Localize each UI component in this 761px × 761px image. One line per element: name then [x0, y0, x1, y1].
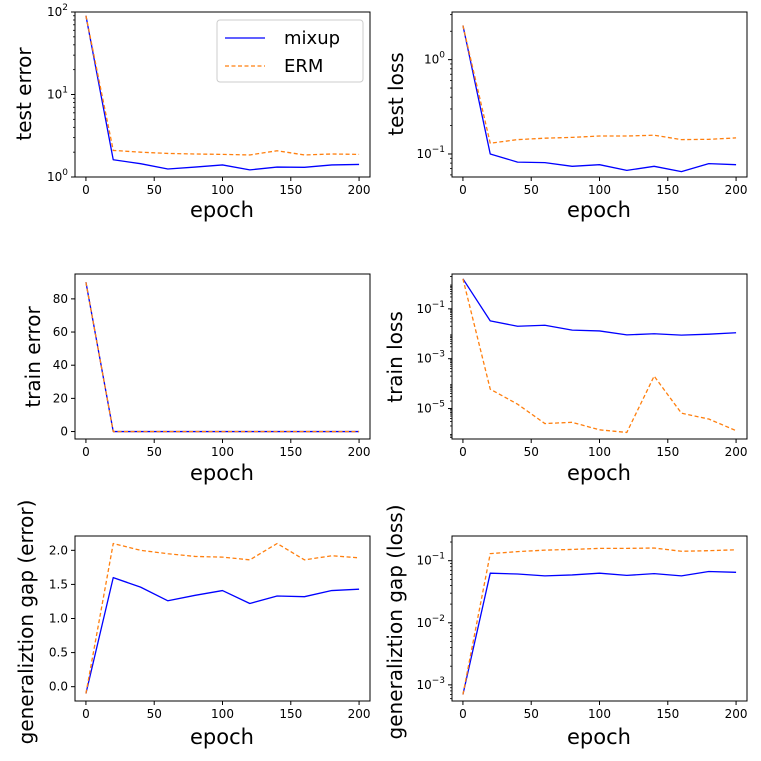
y-tick-label: 60 [53, 325, 68, 339]
y-tick-label: 0.0 [49, 680, 68, 694]
x-axis-label: epoch [567, 725, 631, 749]
series-line-mixup [85, 15, 360, 171]
series-line-erm [85, 15, 360, 156]
x-tick-label: 50 [147, 183, 162, 197]
tick-group: 0 50 100 150 200 10−1 10−3 10−5 [416, 276, 748, 459]
series-group [462, 547, 737, 695]
panel-test-error: 0 50 100 150 200 100 101 102 epoch test error m… [12, 3, 371, 222]
y-tick-label: 101 [47, 86, 68, 102]
x-tick-label: 150 [279, 183, 302, 197]
y-tick-label: 10−2 [416, 614, 445, 630]
x-tick-label: 0 [82, 445, 90, 459]
x-tick-label: 200 [725, 445, 748, 459]
series-group [85, 15, 360, 171]
tick-group: 0 50 100 150 200 100 101 102 [47, 3, 371, 197]
series-line-mixup [85, 576, 360, 694]
x-tick-label: 200 [348, 183, 371, 197]
y-tick-label: 100 [424, 51, 445, 67]
legend-mixup-label: mixup [284, 28, 340, 49]
x-tick-label: 200 [348, 445, 371, 459]
y-tick-label: 10−1 [416, 300, 445, 316]
x-tick-label: 150 [279, 707, 302, 721]
x-tick-label: 200 [348, 707, 371, 721]
panel-train-loss: 0 50 100 150 200 10−1 10−3 10−5 epoch train los… [383, 273, 748, 485]
x-tick-label: 50 [147, 445, 162, 459]
tick-group: 0 50 100 150 200 0.0 0.5 1.0 1.5 2.0 [49, 543, 371, 721]
series-group [462, 25, 737, 173]
x-tick-label: 100 [211, 183, 234, 197]
panel-train-error: 0 50 100 150 200 0 20 40 60 80 epoch train error [21, 273, 371, 485]
series-line-mixup [462, 25, 737, 173]
y-tick-label: 2.0 [49, 543, 68, 557]
series-line-erm [462, 25, 737, 144]
x-axis-label: epoch [190, 461, 254, 485]
y-tick-label: 10−3 [416, 350, 445, 366]
x-tick-label: 200 [725, 183, 748, 197]
y-axis-label: generaliztion gap (loss) [383, 505, 407, 740]
x-tick-label: 150 [279, 445, 302, 459]
y-tick-label: 102 [47, 3, 68, 19]
series-group [85, 542, 360, 694]
x-tick-label: 50 [147, 707, 162, 721]
y-tick-label: 100 [47, 168, 68, 184]
series-line-erm [85, 282, 360, 433]
x-tick-label: 200 [725, 707, 748, 721]
x-tick-label: 0 [82, 707, 90, 721]
series-line-mixup [462, 278, 737, 336]
x-tick-label: 100 [211, 707, 234, 721]
tick-group: 0 50 100 150 200 0 20 40 60 80 [53, 292, 371, 459]
y-tick-label: 1.0 [49, 612, 68, 626]
x-tick-label: 0 [459, 445, 467, 459]
panel-gap-loss: 0 50 100 150 200 10−3 10−2 10−1 epoch generaliz… [383, 505, 748, 749]
x-axis-label: epoch [190, 725, 254, 749]
x-tick-label: 100 [211, 445, 234, 459]
tick-group: 0 50 100 150 200 10−1 100 [416, 14, 748, 197]
y-tick-label: 10−1 [416, 552, 445, 568]
y-tick-label: 80 [53, 292, 68, 306]
x-tick-label: 50 [524, 707, 539, 721]
x-axis-label: epoch [567, 461, 631, 485]
y-tick-label: 1.5 [49, 577, 68, 591]
y-axis-label: test error [12, 47, 36, 141]
x-tick-label: 50 [524, 445, 539, 459]
series-line-erm [85, 542, 360, 694]
tick-group: 0 50 100 150 200 10−3 10−2 10−1 [416, 541, 748, 721]
y-axis-label: train error [21, 306, 45, 408]
x-tick-label: 100 [588, 445, 611, 459]
y-tick-label: 20 [53, 391, 68, 405]
legend-erm-label: ERM [284, 56, 323, 77]
x-tick-label: 150 [656, 445, 679, 459]
x-tick-label: 50 [524, 183, 539, 197]
y-axis-label: generaliztion gap (error) [14, 500, 38, 745]
x-axis-label: epoch [567, 198, 631, 222]
x-tick-label: 100 [588, 183, 611, 197]
y-axis-label: train loss [383, 311, 407, 403]
x-tick-label: 150 [656, 183, 679, 197]
legend: mixup ERM [216, 19, 364, 83]
panel-gap-error: 0 50 100 150 200 0.0 0.5 1.0 1.5 2.0 epoch genera… [14, 500, 371, 749]
panel-test-loss: 0 50 100 150 200 10−1 100 epoch test loss [384, 11, 748, 222]
x-tick-label: 0 [82, 183, 90, 197]
y-tick-label: 10−5 [416, 400, 445, 416]
x-axis-label: epoch [190, 198, 254, 222]
series-line-mixup [462, 570, 737, 695]
series-group [85, 282, 360, 433]
y-tick-label: 10−1 [416, 145, 445, 161]
y-tick-label: 0 [60, 425, 68, 439]
y-axis-label: test loss [384, 52, 408, 135]
series-line-erm [462, 278, 737, 434]
y-tick-label: 10−3 [416, 676, 445, 692]
x-tick-label: 0 [459, 183, 467, 197]
x-tick-label: 150 [656, 707, 679, 721]
y-tick-label: 0.5 [49, 646, 68, 660]
x-tick-label: 0 [459, 707, 467, 721]
series-group [462, 278, 737, 434]
y-tick-label: 40 [53, 358, 68, 372]
x-tick-label: 100 [588, 707, 611, 721]
